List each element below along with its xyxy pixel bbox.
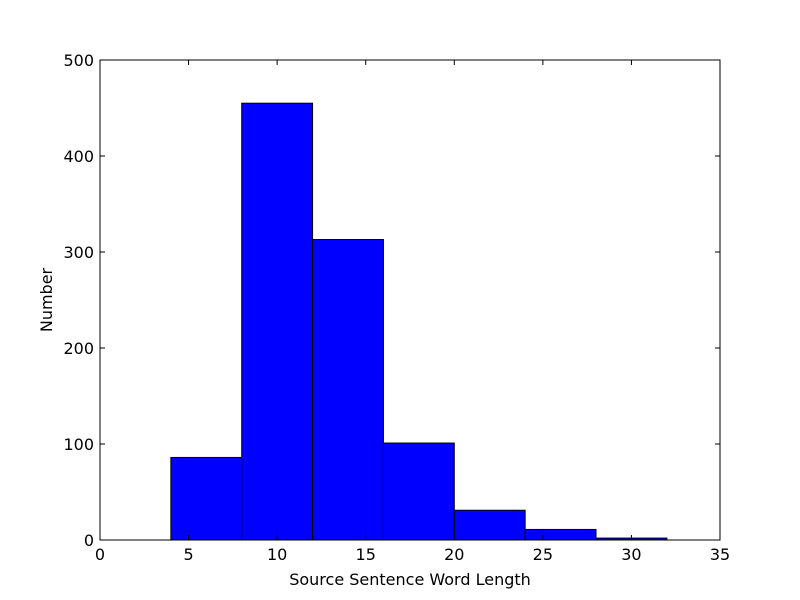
y-tick-label: 200	[63, 339, 94, 358]
x-tick-label: 25	[533, 545, 553, 564]
x-tick-label: 5	[183, 545, 193, 564]
y-axis-label: Number	[37, 267, 56, 332]
x-tick-label: 30	[621, 545, 641, 564]
y-tick-label: 100	[63, 435, 94, 454]
y-tick-label: 500	[63, 51, 94, 70]
x-axis-label: Source Sentence Word Length	[289, 570, 531, 589]
bar	[241, 102, 314, 541]
x-tick-label: 20	[444, 545, 464, 564]
bar	[382, 442, 455, 541]
plot-frame	[99, 59, 721, 541]
bar	[170, 456, 243, 541]
x-tick-label: 15	[356, 545, 376, 564]
y-tick-label: 0	[84, 531, 94, 550]
bar	[524, 528, 597, 541]
x-tick-label: 0	[95, 545, 105, 564]
y-tick-label: 400	[63, 147, 94, 166]
bar	[312, 239, 384, 541]
y-tick-label: 300	[63, 243, 94, 262]
x-tick-label: 35	[710, 545, 730, 564]
bar	[453, 509, 526, 541]
x-tick-label: 10	[267, 545, 287, 564]
